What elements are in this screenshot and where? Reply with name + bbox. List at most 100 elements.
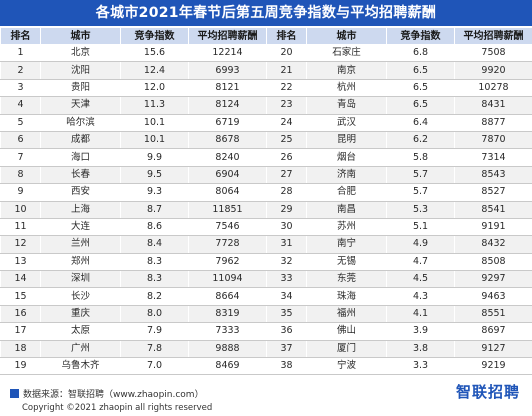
cell-rank: 36 bbox=[266, 322, 307, 341]
cell-average-salary: 9920 bbox=[454, 61, 532, 80]
cell-city: 昆明 bbox=[306, 131, 387, 150]
cell-average-salary: 6719 bbox=[188, 114, 267, 132]
header-rank-2: 排名 bbox=[266, 27, 307, 45]
cell-city: 宁波 bbox=[306, 357, 387, 376]
cell-average-salary: 7728 bbox=[188, 235, 267, 254]
cell-city: 广州 bbox=[40, 340, 121, 359]
cell-average-salary: 8697 bbox=[454, 322, 532, 341]
cell-city: 深圳 bbox=[40, 270, 121, 289]
cell-city: 郑州 bbox=[40, 253, 121, 272]
cell-average-salary: 8240 bbox=[188, 148, 267, 167]
cell-competition-index: 12.0 bbox=[120, 79, 189, 98]
cell-competition-index: 8.2 bbox=[120, 287, 189, 306]
cell-average-salary: 9219 bbox=[454, 357, 532, 376]
cell-competition-index: 7.0 bbox=[120, 357, 189, 376]
table-row: 2 沈阳 12.4 6993 21 南京 6.5 9920 bbox=[0, 61, 532, 80]
cell-competition-index: 3.9 bbox=[386, 322, 455, 341]
zhaopin-logo: 智联招聘 bbox=[455, 383, 520, 401]
copyright-text: Copyright ©2021 zhaopin all rights reser… bbox=[22, 403, 213, 413]
cell-average-salary: 9297 bbox=[454, 270, 532, 289]
cell-rank: 10 bbox=[0, 201, 41, 219]
header-city-2: 城市 bbox=[306, 27, 387, 45]
cell-average-salary: 7314 bbox=[454, 148, 532, 167]
cell-rank: 9 bbox=[0, 183, 41, 202]
cell-city: 上海 bbox=[40, 201, 121, 219]
header-rank: 排名 bbox=[0, 27, 41, 45]
page-title: 各城市2021年春节后第五周竞争指数与平均招聘薪酬 bbox=[0, 0, 532, 26]
cell-rank: 34 bbox=[266, 287, 307, 306]
cell-rank: 30 bbox=[266, 218, 307, 237]
cell-average-salary: 8121 bbox=[188, 79, 267, 98]
cell-city: 南宁 bbox=[306, 235, 387, 254]
cell-city: 武汉 bbox=[306, 114, 387, 132]
cell-rank: 5 bbox=[0, 114, 41, 132]
cell-average-salary: 8469 bbox=[188, 357, 267, 376]
cell-city: 西安 bbox=[40, 183, 121, 202]
cell-average-salary: 8431 bbox=[454, 96, 532, 115]
cell-rank: 37 bbox=[266, 340, 307, 359]
cell-rank: 32 bbox=[266, 253, 307, 272]
table-row: 13 郑州 8.3 7962 32 无锡 4.7 8508 bbox=[0, 253, 532, 272]
cell-city: 青岛 bbox=[306, 96, 387, 115]
cell-city: 济南 bbox=[306, 166, 387, 185]
cell-average-salary: 8064 bbox=[188, 183, 267, 202]
cell-competition-index: 4.9 bbox=[386, 235, 455, 254]
table-row: 16 重庆 8.0 8319 35 福州 4.1 8551 bbox=[0, 305, 532, 324]
cell-city: 无锡 bbox=[306, 253, 387, 272]
cell-city: 成都 bbox=[40, 131, 121, 150]
cell-rank: 33 bbox=[266, 270, 307, 289]
cell-average-salary: 8541 bbox=[454, 201, 532, 219]
cell-average-salary: 10278 bbox=[454, 79, 532, 98]
cell-average-salary: 7508 bbox=[454, 44, 532, 63]
table-row: 7 海口 9.9 8240 26 烟台 5.8 7314 bbox=[0, 148, 532, 167]
header-average-salary: 平均招聘薪酬 bbox=[188, 27, 267, 45]
cell-competition-index: 5.1 bbox=[386, 218, 455, 237]
table-row: 1 北京 15.6 12214 20 石家庄 6.8 7508 bbox=[0, 44, 532, 63]
table-row: 14 深圳 8.3 11094 33 东莞 4.5 9297 bbox=[0, 270, 532, 289]
cell-competition-index: 5.3 bbox=[386, 201, 455, 219]
table-row: 9 西安 9.3 8064 28 合肥 5.7 8527 bbox=[0, 183, 532, 202]
cell-competition-index: 8.6 bbox=[120, 218, 189, 237]
cell-rank: 35 bbox=[266, 305, 307, 324]
table-row: 17 太原 7.9 7333 36 佛山 3.9 8697 bbox=[0, 322, 532, 341]
cell-competition-index: 10.1 bbox=[120, 131, 189, 150]
cell-average-salary: 8664 bbox=[188, 287, 267, 306]
cell-rank: 22 bbox=[266, 79, 307, 98]
cell-competition-index: 5.8 bbox=[386, 148, 455, 167]
cell-competition-index: 8.7 bbox=[120, 201, 189, 219]
cell-average-salary: 9463 bbox=[454, 287, 532, 306]
cell-competition-index: 6.4 bbox=[386, 114, 455, 132]
cell-city: 重庆 bbox=[40, 305, 121, 324]
cell-city: 哈尔滨 bbox=[40, 114, 121, 132]
cell-average-salary: 9127 bbox=[454, 340, 532, 359]
cell-average-salary: 8124 bbox=[188, 96, 267, 115]
cell-average-salary: 8432 bbox=[454, 235, 532, 254]
cell-competition-index: 4.5 bbox=[386, 270, 455, 289]
cell-city: 太原 bbox=[40, 322, 121, 341]
cell-rank: 23 bbox=[266, 96, 307, 115]
cell-competition-index: 4.7 bbox=[386, 253, 455, 272]
cell-rank: 26 bbox=[266, 148, 307, 167]
cell-competition-index: 6.5 bbox=[386, 79, 455, 98]
header-city: 城市 bbox=[40, 27, 121, 45]
cell-city: 厦门 bbox=[306, 340, 387, 359]
cell-competition-index: 12.4 bbox=[120, 61, 189, 80]
cell-average-salary: 11851 bbox=[188, 201, 267, 219]
cell-rank: 2 bbox=[0, 61, 41, 80]
cell-average-salary: 9888 bbox=[188, 340, 267, 359]
cell-city: 合肥 bbox=[306, 183, 387, 202]
cell-average-salary: 11094 bbox=[188, 270, 267, 289]
cell-average-salary: 8527 bbox=[454, 183, 532, 202]
cell-competition-index: 4.1 bbox=[386, 305, 455, 324]
cell-city: 大连 bbox=[40, 218, 121, 237]
cell-competition-index: 11.3 bbox=[120, 96, 189, 115]
cell-city: 乌鲁木齐 bbox=[40, 357, 121, 376]
cell-competition-index: 6.8 bbox=[386, 44, 455, 63]
cell-city: 佛山 bbox=[306, 322, 387, 341]
cell-competition-index: 8.3 bbox=[120, 253, 189, 272]
cell-average-salary: 8543 bbox=[454, 166, 532, 185]
cell-rank: 19 bbox=[0, 357, 41, 376]
cell-average-salary: 7546 bbox=[188, 218, 267, 237]
cell-average-salary: 8877 bbox=[454, 114, 532, 132]
blue-square-icon bbox=[10, 389, 19, 398]
